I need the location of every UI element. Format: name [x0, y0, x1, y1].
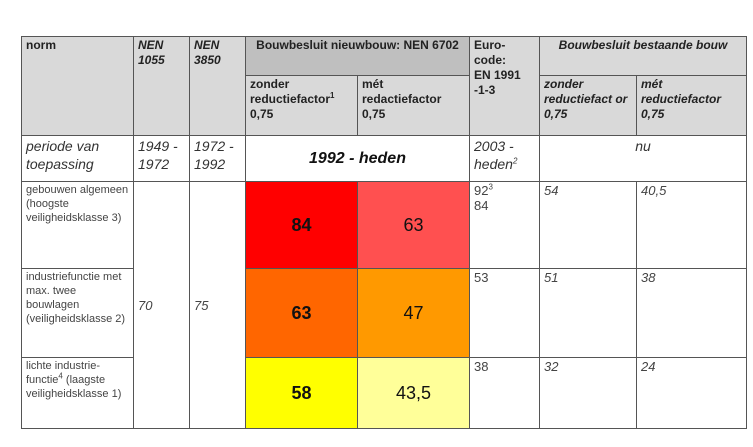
nb-met-value: 47 — [357, 268, 470, 358]
header-nb-met: mét redactiefactor 0,75 — [357, 75, 470, 136]
eurocode-value: 923 84 — [469, 181, 540, 269]
row-label: industriefunctie met max. twee bouwlagen… — [21, 268, 134, 358]
header-bb-met: mét reductiefactor 0,75 — [636, 75, 747, 136]
bb-zonder-value: 51 — [539, 268, 637, 358]
header-nen1055: NEN 1055 — [133, 36, 190, 136]
periode-bestaand: nu — [539, 135, 747, 182]
eurocode-value: 53 — [469, 268, 540, 358]
bb-met-value: 24 — [636, 357, 747, 429]
table-row: industriefunctie met max. twee bouwlagen… — [21, 268, 747, 358]
bb-zonder-value: 32 — [539, 357, 637, 429]
footnote-ref: 2 — [512, 156, 518, 166]
row-label: lichte industrie-functie4 (laagste veili… — [21, 357, 134, 429]
bb-zonder-value: 54 — [539, 181, 637, 269]
header-nb-zonder: zonder reductiefactor1 0,75 — [245, 75, 358, 136]
nb-zonder-value: 0,75 — [250, 107, 274, 121]
nb-zonder-value: 63 — [245, 268, 358, 358]
footnote-ref: 4 — [58, 371, 63, 381]
nen1055-value: 70 — [133, 181, 190, 429]
nen3850-value: 75 — [189, 181, 246, 429]
snow-load-table: norm NEN 1055 NEN 3850 Bouwbesluit nieuw… — [21, 36, 747, 429]
bb-met-value: 38 — [636, 268, 747, 358]
periode-eurocode: 2003 - heden2 — [469, 135, 540, 182]
table-row: lichte industrie-functie4 (laagste veili… — [21, 357, 747, 429]
nb-zonder-value: 58 — [245, 357, 358, 429]
nb-zonder-label: zonder reductiefactor — [250, 77, 331, 106]
eurocode-value: 38 — [469, 357, 540, 429]
header-nen3850: NEN 3850 — [189, 36, 246, 136]
header-bouwbesluit-nieuwbouw: Bouwbesluit nieuwbouw: NEN 6702 — [245, 36, 470, 76]
row-label-b: (laagste veiligheidsklasse 1) — [26, 374, 122, 400]
row-label: gebouwen algemeen (hoogste veiligheidskl… — [21, 181, 134, 269]
bb-met-value: 40,5 — [636, 181, 747, 269]
eurocode-label: Euro-code: — [474, 38, 507, 67]
eurocode-norm: EN 1991 -1-3 — [474, 68, 521, 97]
nb-met-value: 63 — [357, 181, 470, 269]
periode-nen3850: 1972 - 1992 — [189, 135, 246, 182]
table-row: gebouwen algemeen (hoogste veiligheidskl… — [21, 181, 747, 429]
header-eurocode: Euro-code: EN 1991 -1-3 — [469, 36, 540, 136]
nb-met-value: 43,5 — [357, 357, 470, 429]
header-bouwbesluit-bestaand: Bouwbesluit bestaande bouw — [539, 36, 747, 76]
row-label-a: lichte industrie-functie — [26, 360, 100, 386]
nb-met-value: 0,75 — [362, 107, 386, 121]
nb-met-label: mét redactiefactor — [362, 77, 442, 106]
eurocode-value-a: 92 — [474, 183, 489, 198]
eurocode-value-b: 84 — [474, 198, 489, 213]
footnote-ref: 3 — [488, 182, 493, 192]
nb-zonder-value: 84 — [245, 181, 358, 269]
header-norm: norm — [21, 36, 134, 136]
eurocode-period: 2003 - heden — [474, 138, 514, 172]
periode-nen1055: 1949 - 1972 — [133, 135, 190, 182]
periode-label: periode van toepassing — [21, 135, 134, 182]
footnote-ref: 1 — [330, 91, 335, 100]
periode-nieuwbouw: 1992 - heden — [245, 135, 470, 182]
header-bb-zonder: zonder reductiefact or 0,75 — [539, 75, 637, 136]
